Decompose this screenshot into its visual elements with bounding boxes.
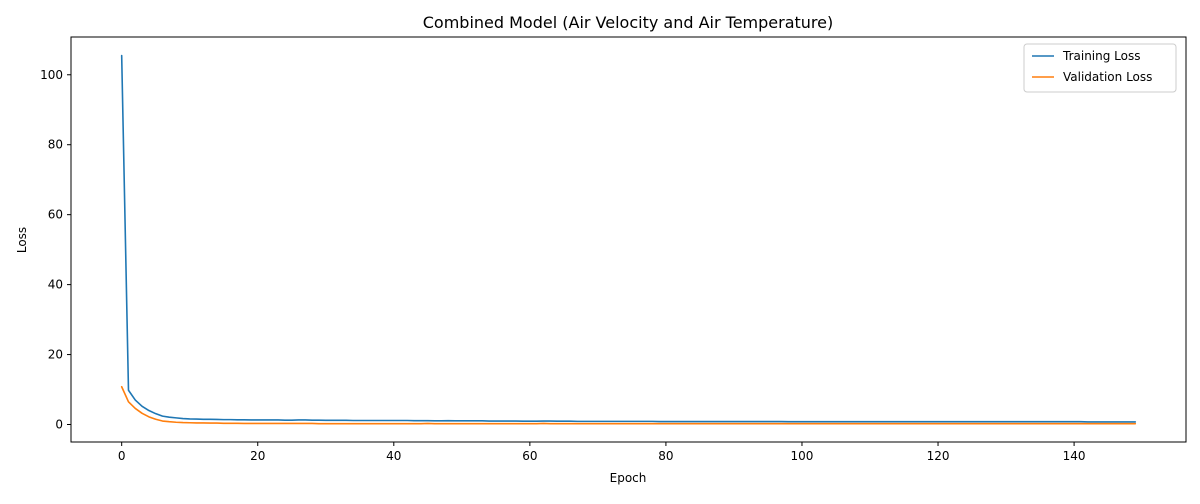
x-tick-label: 20 bbox=[250, 449, 265, 463]
x-tick-label: 80 bbox=[658, 449, 673, 463]
series-line-training-loss bbox=[120, 54, 1137, 423]
plot-area bbox=[120, 54, 1137, 425]
x-axis-label: Epoch bbox=[610, 471, 647, 485]
x-tick-label: 120 bbox=[927, 449, 950, 463]
legend-box bbox=[1023, 43, 1177, 93]
plot-frame bbox=[70, 36, 1187, 443]
y-tick-label: 60 bbox=[48, 208, 63, 222]
series-line-validation-loss bbox=[120, 385, 1137, 425]
y-tick-label: 80 bbox=[48, 138, 63, 152]
legend: Training Loss Validation Loss bbox=[1023, 43, 1177, 93]
chart-title: Combined Model (Air Velocity and Air Tem… bbox=[423, 13, 833, 32]
x-tick-label: 140 bbox=[1063, 449, 1086, 463]
x-tick-label: 100 bbox=[791, 449, 814, 463]
y-tick-label: 0 bbox=[55, 418, 63, 432]
legend-label-training-loss: Training Loss bbox=[1062, 49, 1140, 63]
x-tick-label: 40 bbox=[386, 449, 401, 463]
x-tick-label: 60 bbox=[522, 449, 537, 463]
x-axis-ticks: 0 20 40 60 80 100 120 140 bbox=[118, 442, 1086, 463]
y-tick-label: 100 bbox=[40, 68, 63, 82]
y-axis-label: Loss bbox=[15, 227, 29, 253]
y-tick-label: 40 bbox=[48, 278, 63, 292]
x-tick-label: 0 bbox=[118, 449, 126, 463]
y-tick-label: 20 bbox=[48, 348, 63, 362]
legend-label-validation-loss: Validation Loss bbox=[1063, 70, 1152, 84]
y-axis-ticks: 0 20 40 60 80 100 bbox=[40, 68, 71, 432]
